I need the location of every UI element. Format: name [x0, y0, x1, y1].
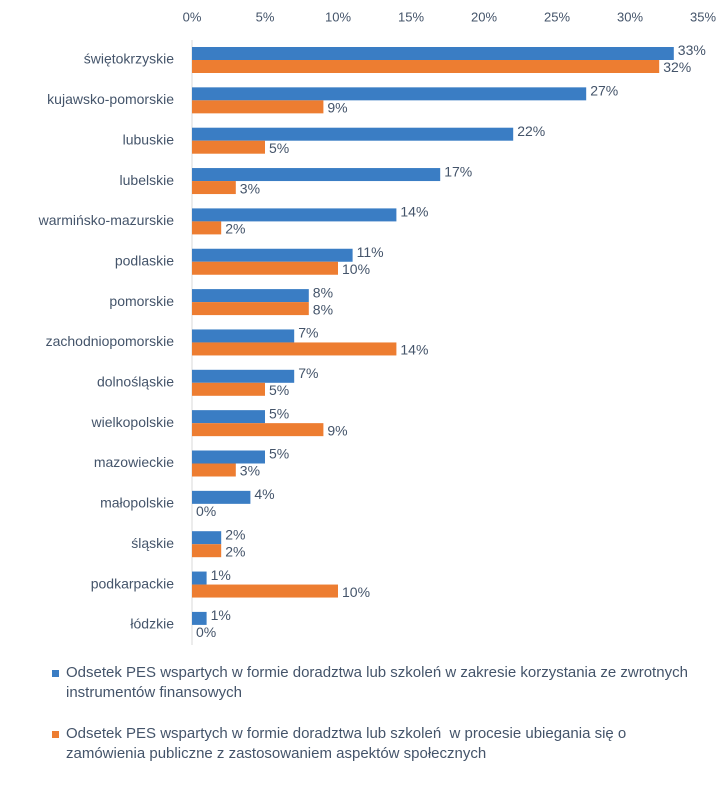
legend: Odsetek PES wspartych w formie doradztwa… — [52, 663, 702, 785]
data-label: 4% — [254, 486, 274, 502]
data-label: 7% — [298, 325, 318, 341]
y-tick-label: zachodniopomorskie — [46, 333, 175, 349]
legend-label: Odsetek PES wspartych w formie doradztwa… — [66, 725, 631, 762]
bar — [192, 168, 441, 182]
bar — [192, 584, 338, 598]
bar — [192, 450, 265, 464]
x-tick-label: 20% — [471, 9, 497, 24]
bar — [192, 544, 222, 558]
bar — [192, 140, 265, 154]
data-label: 2% — [225, 221, 245, 237]
y-tick-label: lubuskie — [123, 131, 175, 147]
legend-swatch — [52, 670, 59, 677]
bar — [192, 423, 324, 437]
bar — [192, 342, 397, 356]
bar — [192, 261, 338, 275]
bar — [192, 127, 514, 141]
bar — [192, 329, 295, 343]
y-tick-label: podkarpackie — [91, 575, 174, 591]
data-label: 27% — [590, 83, 618, 99]
y-tick-label: lubelskie — [120, 172, 175, 188]
data-label: 2% — [225, 543, 245, 559]
data-label: 8% — [313, 284, 333, 300]
data-label: 14% — [400, 342, 428, 358]
x-tick-label: 10% — [325, 9, 351, 24]
data-label: 10% — [342, 261, 370, 277]
bar — [192, 302, 309, 316]
bar — [192, 181, 236, 195]
data-label: 5% — [269, 382, 289, 398]
data-label: 11% — [357, 244, 384, 260]
x-tick-label: 0% — [183, 9, 202, 24]
data-label: 1% — [211, 607, 231, 623]
y-tick-label: warmińsko-mazurskie — [38, 212, 175, 228]
y-tick-label: wielkopolskie — [91, 414, 175, 430]
bar — [192, 289, 309, 303]
data-label: 3% — [240, 463, 260, 479]
legend-swatch — [52, 731, 59, 738]
bar — [192, 221, 222, 235]
x-tick-label: 25% — [544, 9, 570, 24]
bar — [192, 490, 251, 504]
legend-entry: Odsetek PES wspartych w formie doradztwa… — [52, 663, 702, 703]
data-label: 17% — [444, 163, 472, 179]
bar — [192, 382, 265, 396]
chart: 0% 5% 10% 15% 20% 25% 30% 35%świętokrzyskie33%3… — [38, 9, 716, 645]
x-tick-label: 15% — [398, 9, 424, 24]
x-tick-label: 30% — [617, 9, 643, 24]
legend-entry: Odsetek PES wspartych w formie doradztwa… — [52, 724, 702, 764]
data-label: 22% — [517, 123, 545, 139]
y-tick-label: pomorskie — [109, 293, 174, 309]
bar — [192, 369, 295, 383]
page: {"chart_data": {"type": "bar", "orientat… — [37, 9, 716, 762]
data-label: 1% — [211, 567, 231, 583]
data-label: 33% — [678, 42, 706, 58]
bar — [192, 463, 236, 477]
data-label: 0% — [196, 503, 216, 519]
data-label: 9% — [327, 422, 347, 438]
legend-label: Odsetek PES wspartych w formie doradztwa… — [66, 664, 693, 701]
bar — [192, 100, 324, 114]
bar — [192, 60, 660, 73]
y-tick-label: kujawsko-pomorskie — [47, 91, 174, 107]
x-tick-label: 35% — [690, 9, 716, 24]
data-label: 7% — [298, 365, 318, 381]
data-label: 0% — [196, 624, 216, 640]
data-label: 32% — [663, 59, 691, 75]
data-label: 3% — [240, 180, 260, 196]
x-tick-label: 5% — [256, 9, 275, 24]
bar — [192, 248, 353, 262]
data-label: 5% — [269, 140, 289, 156]
data-label: 9% — [327, 100, 347, 116]
data-label: 14% — [400, 204, 428, 220]
y-tick-label: podlaskie — [115, 252, 174, 268]
data-label: 5% — [269, 446, 289, 462]
data-label: 5% — [269, 405, 289, 421]
bar — [192, 611, 207, 625]
y-tick-label: łódzkie — [130, 616, 174, 632]
data-label: 10% — [342, 584, 370, 600]
y-tick-label: mazowieckie — [94, 454, 174, 470]
y-tick-label: dolnośląskie — [97, 374, 174, 390]
data-label: 2% — [225, 526, 245, 542]
data-label: 8% — [313, 301, 333, 317]
bar — [192, 531, 222, 545]
y-tick-label: małopolskie — [100, 495, 174, 511]
y-tick-label: śląskie — [131, 535, 174, 551]
bar — [192, 87, 587, 101]
bar — [192, 410, 265, 424]
y-tick-label: świętokrzyskie — [84, 51, 174, 67]
bar — [192, 208, 397, 222]
bar — [192, 571, 207, 585]
bar — [192, 47, 674, 60]
